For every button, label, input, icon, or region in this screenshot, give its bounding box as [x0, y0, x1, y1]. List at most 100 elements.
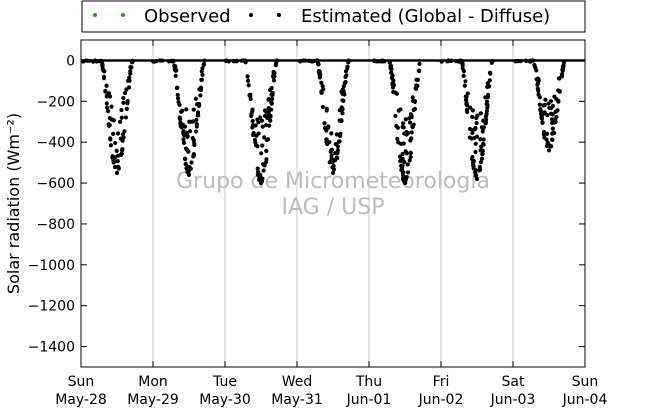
data-point — [200, 72, 205, 77]
data-point — [260, 176, 265, 181]
data-point — [320, 104, 325, 110]
data-point — [462, 83, 467, 88]
data-point — [478, 111, 483, 116]
x-tick-label-date: May-29 — [127, 392, 179, 408]
legend-box — [81, 0, 586, 33]
data-point — [194, 117, 199, 123]
y-tick-label: −200 — [37, 94, 75, 110]
data-point — [181, 137, 186, 142]
data-point — [541, 129, 547, 135]
data-point — [190, 135, 195, 141]
data-point — [484, 101, 489, 107]
data-point — [394, 91, 399, 96]
data-point — [125, 101, 130, 106]
data-point — [460, 61, 465, 66]
y-tick-label: −600 — [37, 176, 75, 192]
data-point — [390, 82, 395, 87]
data-point — [324, 140, 329, 145]
data-point — [322, 126, 328, 131]
data-point — [108, 143, 114, 148]
y-tick-label: 0 — [66, 53, 75, 69]
data-point — [334, 132, 339, 137]
data-point — [120, 138, 125, 143]
x-tick-label-date: Jun-01 — [346, 392, 392, 408]
data-point — [399, 168, 405, 173]
data-point — [471, 159, 476, 164]
data-point — [274, 60, 279, 66]
data-point — [260, 143, 265, 148]
data-point — [343, 69, 349, 74]
data-point — [468, 105, 473, 110]
y-axis-label: Solar radiation (Wm⁻²) — [4, 113, 23, 294]
data-point — [536, 88, 541, 93]
data-point — [485, 92, 491, 98]
data-point — [395, 125, 400, 130]
data-point — [545, 113, 550, 118]
data-point — [103, 89, 108, 94]
x-tick-label-day: Sun — [572, 374, 599, 390]
data-point — [328, 159, 333, 164]
legend-entry: Observed — [144, 6, 231, 27]
data-point — [108, 136, 113, 141]
data-point — [176, 99, 181, 105]
data-point — [187, 119, 192, 124]
data-point — [478, 160, 484, 165]
x-axis: Sun May-28 Mon May-29 Tue May-30 Wed May-31 Thu J… — [55, 40, 607, 408]
data-point — [403, 117, 408, 122]
data-point — [473, 125, 478, 131]
data-point — [262, 163, 267, 168]
data-point — [175, 85, 180, 90]
data-point — [107, 123, 112, 128]
data-point — [245, 74, 250, 79]
data-point — [250, 118, 255, 124]
data-point — [266, 97, 272, 102]
data-point — [401, 141, 406, 146]
data-point — [101, 68, 106, 73]
data-point — [340, 111, 345, 116]
data-point — [126, 85, 132, 90]
data-point — [189, 160, 194, 165]
data-point — [263, 123, 269, 128]
data-point — [263, 113, 268, 119]
legend-entry: Estimated (Global - Diffuse) — [301, 6, 550, 27]
data-point — [449, 58, 454, 63]
data-point — [550, 126, 555, 131]
data-point — [245, 78, 251, 83]
data-point — [471, 163, 476, 168]
data-point — [121, 135, 126, 140]
data-point — [387, 60, 392, 65]
data-point — [541, 103, 546, 108]
data-point — [409, 130, 414, 135]
data-point — [389, 66, 394, 72]
x-tick-label-day: Mon — [138, 374, 168, 390]
data-point — [111, 131, 116, 136]
data-point — [329, 131, 334, 136]
data-point — [173, 65, 178, 71]
data-point — [269, 92, 274, 97]
data-point — [481, 137, 486, 142]
data-point — [251, 132, 256, 138]
data-point — [180, 108, 185, 113]
data-point — [483, 114, 488, 119]
data-point — [122, 129, 127, 134]
data-point — [410, 98, 416, 104]
data-point — [104, 83, 109, 88]
data-point — [115, 159, 120, 164]
data-point — [545, 131, 550, 136]
data-point — [175, 96, 181, 101]
data-points — [80, 58, 567, 186]
data-point — [337, 139, 342, 144]
data-point — [471, 166, 476, 171]
data-point — [488, 71, 493, 76]
data-point — [232, 59, 237, 64]
data-point — [201, 62, 206, 68]
data-point — [474, 173, 479, 178]
data-point — [198, 85, 204, 90]
x-tick-label-day: Tue — [212, 374, 237, 390]
data-point — [546, 148, 552, 153]
data-point — [120, 147, 125, 152]
data-point — [268, 114, 273, 119]
data-point — [127, 78, 132, 83]
